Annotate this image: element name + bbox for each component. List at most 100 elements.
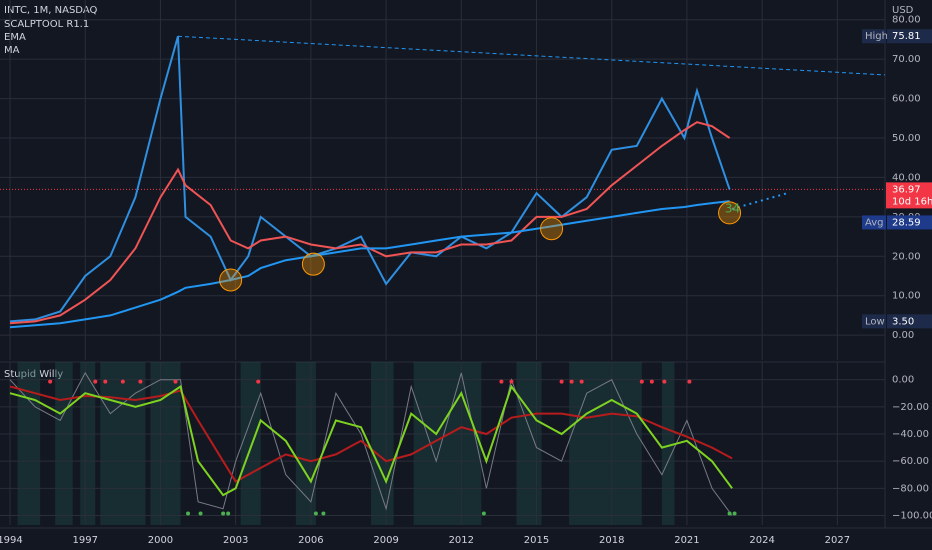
x-tick-label: 2012: [449, 535, 474, 546]
signal-dot: [120, 379, 125, 384]
signal-dot: [579, 379, 584, 384]
series-line: [9, 35, 731, 323]
x-tick-label: 2027: [825, 535, 850, 546]
signal-zone: [661, 362, 675, 525]
signal-circle: [540, 217, 564, 241]
signal-zone: [516, 362, 542, 525]
pane: [0, 362, 885, 525]
level-value: 28.59: [892, 217, 921, 228]
signal-dot: [727, 511, 732, 516]
x-tick-label: 2003: [223, 535, 248, 546]
x-tick-label: 1997: [73, 535, 98, 546]
level-box: [862, 215, 886, 230]
level-value: 3.50: [892, 316, 914, 327]
y-tick-label: −20.00: [892, 402, 929, 413]
signal-dot: [226, 511, 231, 516]
signal-dot: [569, 379, 574, 384]
series-line: [9, 200, 730, 329]
signal-zone: [240, 362, 261, 525]
signal-dot: [321, 511, 326, 516]
x-tick-label: 1994: [0, 535, 23, 546]
signal-zone: [100, 362, 146, 525]
level-value: 75.81: [892, 31, 921, 42]
annotation: 34: [725, 201, 740, 215]
signal-dot: [559, 379, 564, 384]
signal-zone: [55, 362, 73, 525]
x-tick-label: 2006: [298, 535, 323, 546]
last-price-box: [886, 182, 932, 209]
y-tick-label: 70.00: [892, 54, 921, 65]
signal-dot: [662, 379, 667, 384]
signal-dot: [499, 379, 504, 384]
signal-dot: [481, 511, 486, 516]
level-name: Low: [865, 316, 885, 327]
y-tick-label: 0.00: [892, 375, 914, 386]
y-tick-label: 50.00: [892, 133, 921, 144]
level-name: Avg: [865, 217, 884, 228]
signal-zone: [17, 362, 41, 525]
y-tick-label: 20.00: [892, 251, 921, 262]
signal-dot: [649, 379, 654, 384]
signal-dot: [639, 379, 644, 384]
signal-dot: [186, 511, 191, 516]
signal-dot: [103, 379, 108, 384]
legend-entry: SCALPTOOL R1.1: [4, 19, 89, 30]
y-tick-label: 10.00: [892, 291, 921, 302]
signal-zone: [413, 362, 482, 525]
signal-dot: [256, 379, 261, 384]
last-price-label: 36.97: [892, 184, 921, 195]
y-tick-label: −60.00: [892, 456, 929, 467]
countdown: 10d 16h: [892, 196, 932, 207]
signal-zone: [295, 362, 316, 525]
level-name: High: [865, 31, 888, 42]
x-tick-label: 2000: [148, 535, 173, 546]
level-value-box: [887, 314, 932, 329]
series-line: [9, 384, 733, 497]
signal-zone: [371, 362, 394, 525]
signal-dot: [732, 511, 737, 516]
legend-entry: EMA: [4, 32, 26, 43]
y-tick-label: 80.00: [892, 15, 921, 26]
y-tick-label: −80.00: [892, 483, 929, 494]
x-tick-label: 2018: [599, 535, 624, 546]
trendline: [177, 35, 886, 76]
signal-circle: [219, 268, 243, 292]
signal-dot: [173, 379, 178, 384]
signal-dot: [313, 511, 318, 516]
y-tick-label: 0.00: [892, 330, 914, 341]
y-tick-label: 60.00: [892, 94, 921, 105]
y-tick-label: −100.00: [892, 510, 932, 521]
signal-dot: [198, 511, 203, 516]
signal-dot: [687, 379, 692, 384]
signal-zone: [569, 362, 642, 525]
x-tick-label: 2024: [749, 535, 774, 546]
signal-dot: [509, 379, 514, 384]
pane: [0, 0, 886, 360]
y-tick-label: −40.00: [892, 429, 929, 440]
series-line: [9, 371, 733, 516]
signal-dot: [48, 379, 53, 384]
signal-circle: [718, 201, 742, 225]
y-tick-label: 40.00: [892, 172, 921, 183]
unit-label: USD: [892, 5, 914, 16]
level-value-box: [887, 215, 932, 230]
signal-zone: [80, 362, 96, 525]
signal-dot: [93, 379, 98, 384]
legend-entry: MA: [4, 45, 20, 56]
x-tick-label: 2015: [524, 535, 549, 546]
series-line: [9, 385, 733, 483]
signal-dot: [138, 379, 143, 384]
indicator-title: Stupid Willy: [4, 369, 63, 380]
series-line: [9, 121, 731, 325]
level-value-box: [887, 29, 932, 44]
signal-zone: [150, 362, 181, 525]
signal-dot: [221, 511, 226, 516]
projection: [731, 192, 788, 210]
x-tick-label: 2009: [373, 535, 398, 546]
level-box: [862, 29, 886, 44]
x-tick-label: 2021: [674, 535, 699, 546]
chart-title: INTC, 1M, NASDAQ: [4, 5, 97, 16]
level-box: [862, 314, 886, 329]
